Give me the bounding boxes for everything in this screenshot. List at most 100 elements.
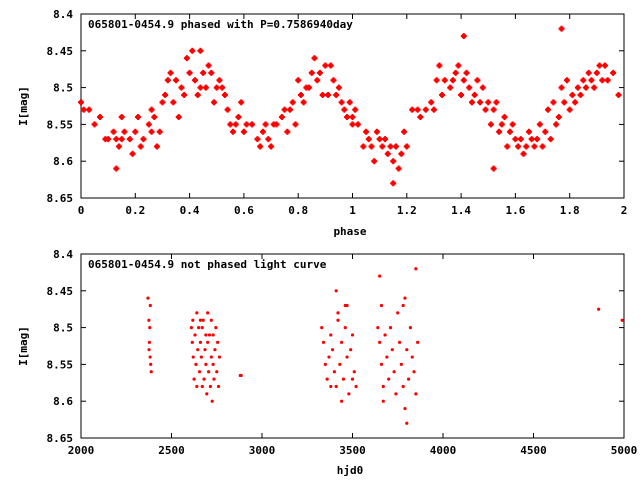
data-point bbox=[615, 91, 622, 98]
data-point bbox=[477, 99, 484, 106]
unphased-plot-frame bbox=[80, 253, 625, 439]
data-point bbox=[383, 333, 387, 337]
data-point bbox=[327, 355, 331, 359]
data-point bbox=[525, 128, 532, 135]
data-point bbox=[178, 84, 185, 91]
data-point bbox=[211, 99, 218, 106]
phased-plot-ylabel: I[mag] bbox=[17, 86, 30, 126]
unphased-y-tick-label: 8.45 bbox=[47, 285, 74, 298]
data-point bbox=[422, 106, 429, 113]
data-point bbox=[544, 106, 551, 113]
data-point bbox=[409, 106, 416, 113]
data-point bbox=[604, 77, 611, 84]
phased-y-tick-label: 8.65 bbox=[47, 192, 74, 205]
data-point bbox=[147, 318, 151, 322]
data-point bbox=[273, 121, 280, 128]
data-point bbox=[397, 340, 402, 344]
data-point bbox=[341, 106, 348, 113]
data-point bbox=[381, 399, 385, 403]
unphased-y-tick-label: 8.6 bbox=[53, 395, 73, 408]
data-point bbox=[289, 99, 296, 106]
data-point bbox=[297, 91, 304, 98]
data-point bbox=[349, 348, 353, 352]
data-point bbox=[209, 355, 213, 359]
data-point bbox=[504, 143, 511, 150]
data-point bbox=[410, 355, 414, 359]
unphased-y-tick-label: 8.65 bbox=[47, 432, 74, 445]
data-point bbox=[490, 106, 497, 113]
data-point bbox=[441, 77, 448, 84]
data-point bbox=[227, 121, 234, 128]
data-point bbox=[338, 99, 345, 106]
data-point bbox=[379, 303, 384, 308]
data-point bbox=[392, 143, 399, 150]
unphased-plot-points bbox=[146, 267, 624, 425]
data-point bbox=[542, 128, 549, 135]
data-point bbox=[197, 326, 201, 330]
data-point bbox=[555, 114, 562, 121]
data-point bbox=[262, 121, 269, 128]
data-point bbox=[316, 69, 323, 76]
phased-x-tick-label: 0 bbox=[78, 204, 85, 217]
data-point bbox=[97, 114, 104, 121]
data-point bbox=[306, 84, 313, 91]
data-point bbox=[368, 143, 375, 150]
data-point bbox=[235, 114, 242, 121]
data-point bbox=[403, 143, 410, 150]
data-point bbox=[474, 77, 481, 84]
data-point bbox=[230, 128, 237, 135]
data-point bbox=[206, 340, 210, 344]
data-point bbox=[320, 326, 324, 330]
data-point bbox=[407, 377, 411, 381]
data-point bbox=[439, 91, 446, 98]
data-point bbox=[485, 99, 492, 106]
data-point bbox=[200, 69, 207, 76]
data-point bbox=[414, 267, 418, 271]
data-point bbox=[148, 128, 155, 135]
data-point bbox=[515, 143, 522, 150]
data-point bbox=[148, 355, 152, 359]
data-point bbox=[200, 326, 204, 330]
data-point bbox=[354, 384, 358, 389]
data-point bbox=[496, 128, 503, 135]
unphased-plot: 2000 2500 3000 3500 4000 4500 5000 8.4 8.45 8.5 8.… bbox=[17, 248, 637, 477]
data-point bbox=[197, 84, 204, 91]
data-point bbox=[430, 106, 437, 113]
data-point bbox=[257, 143, 264, 150]
data-point bbox=[148, 106, 155, 113]
data-point bbox=[135, 114, 142, 121]
data-point bbox=[379, 143, 386, 150]
data-point bbox=[333, 91, 340, 98]
data-point bbox=[151, 114, 158, 121]
data-point bbox=[192, 77, 199, 84]
data-point bbox=[196, 348, 200, 352]
data-point bbox=[110, 128, 117, 135]
data-point bbox=[528, 136, 535, 143]
data-point bbox=[582, 84, 589, 91]
unphased-x-tick-label: 4000 bbox=[430, 444, 457, 457]
data-point bbox=[520, 150, 527, 157]
data-point bbox=[204, 362, 208, 366]
data-point bbox=[329, 333, 333, 337]
phased-y-tick-label: 8.45 bbox=[47, 45, 74, 58]
data-point bbox=[140, 136, 147, 143]
data-point bbox=[493, 99, 500, 106]
data-point bbox=[208, 384, 213, 389]
data-point bbox=[390, 180, 397, 187]
data-point bbox=[205, 62, 212, 69]
unphased-y-tick-label: 8.5 bbox=[53, 322, 73, 335]
phased-plot-points bbox=[78, 25, 622, 187]
data-point bbox=[334, 384, 338, 389]
data-point bbox=[105, 136, 112, 143]
data-point bbox=[287, 106, 294, 113]
data-point bbox=[311, 55, 318, 62]
data-point bbox=[466, 84, 473, 91]
data-point bbox=[268, 143, 275, 150]
data-point bbox=[118, 114, 125, 121]
data-point bbox=[399, 362, 403, 366]
data-point bbox=[414, 106, 421, 113]
data-point bbox=[181, 91, 188, 98]
unphased-plot-ticks: 2000 2500 3000 3500 4000 4500 5000 8.4 8.45 8.5 8.… bbox=[47, 248, 638, 457]
data-point bbox=[460, 77, 467, 84]
